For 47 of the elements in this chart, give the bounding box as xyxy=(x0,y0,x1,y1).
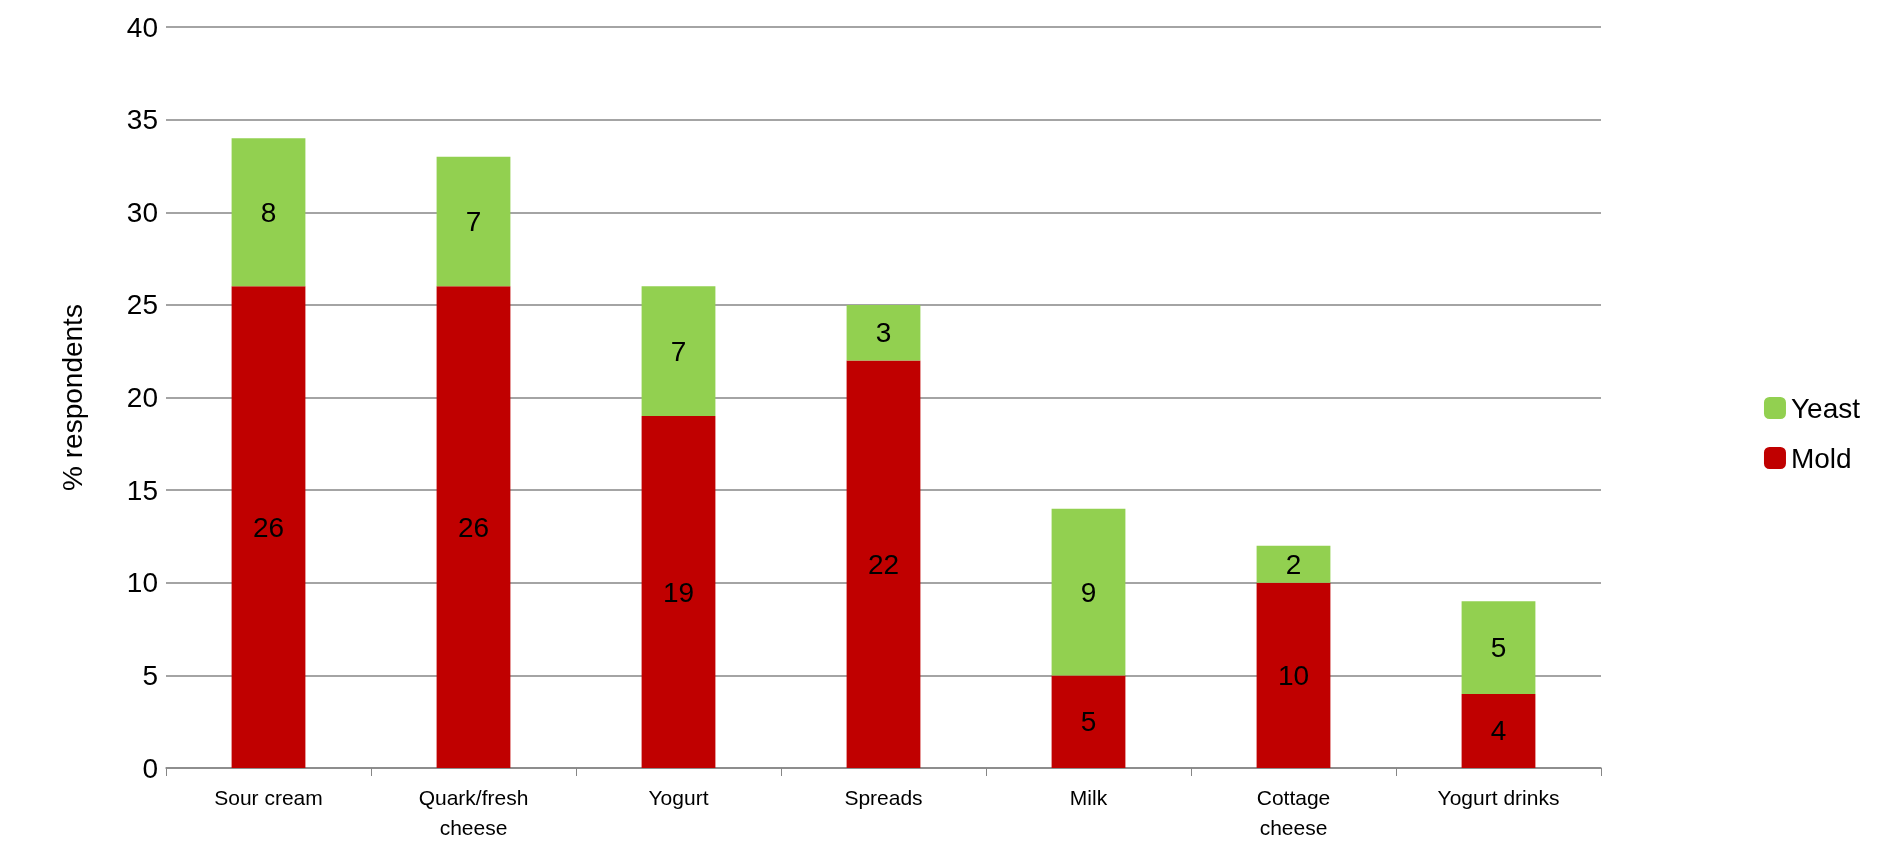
y-tick-label: 40 xyxy=(126,11,158,43)
y-tick-label: 25 xyxy=(126,289,158,321)
data-label: 9 xyxy=(1080,576,1097,608)
data-label: 7 xyxy=(465,206,482,238)
data-label: 5 xyxy=(1080,706,1097,738)
bar xyxy=(846,304,921,361)
y-tick-label: 15 xyxy=(126,474,158,506)
legend-label: Yeast xyxy=(1790,392,1861,424)
y-tick-label: 30 xyxy=(126,196,158,228)
y-tick-label: 35 xyxy=(126,104,158,136)
x-tick-label: Quark/fresh cheese xyxy=(418,785,529,839)
bar xyxy=(641,416,716,768)
data-label: 19 xyxy=(662,576,695,608)
bar xyxy=(436,286,511,768)
legend-label: Mold xyxy=(1790,442,1852,474)
data-label: 5 xyxy=(1490,632,1507,664)
bar xyxy=(1051,675,1126,768)
bar xyxy=(1256,582,1331,768)
bar xyxy=(1051,508,1126,676)
bar xyxy=(641,286,716,417)
x-tick-label: Milk xyxy=(1069,785,1108,809)
bar xyxy=(436,156,511,287)
data-label: 26 xyxy=(457,511,490,543)
data-label: 22 xyxy=(867,548,900,580)
x-tick-label: Yogurt xyxy=(648,785,709,809)
y-tick-label: 5 xyxy=(142,659,158,691)
bar xyxy=(1461,601,1536,694)
y-tick-label: 10 xyxy=(126,567,158,599)
data-label: 2 xyxy=(1285,548,1302,580)
x-tick-label: Spreads xyxy=(844,785,923,809)
y-tick-label: 0 xyxy=(142,752,158,784)
y-tick-label: 20 xyxy=(126,382,158,413)
bar xyxy=(231,138,306,287)
x-tick-label: Yogurt drinks xyxy=(1437,785,1560,809)
data-label: 8 xyxy=(260,196,277,228)
bar xyxy=(1256,545,1331,583)
data-label: 26 xyxy=(252,511,285,543)
y-axis-title: % respondents xyxy=(56,304,88,491)
x-tick-label: Cottage cheese xyxy=(1256,785,1331,839)
bar xyxy=(231,286,306,768)
data-label: 4 xyxy=(1490,715,1507,747)
data-label: 10 xyxy=(1277,659,1310,691)
x-tick-label: Sour cream xyxy=(214,785,323,809)
data-label: 3 xyxy=(875,317,892,349)
bar xyxy=(846,360,921,768)
bar xyxy=(1461,693,1536,768)
data-label: 7 xyxy=(670,335,687,367)
